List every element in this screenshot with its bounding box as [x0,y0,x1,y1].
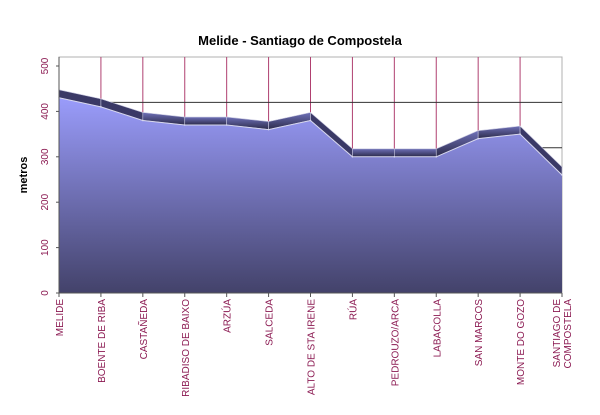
data-point [435,156,438,158]
x-tick-label: SANTIAGO DE [552,299,563,368]
x-tick-label: SALCEDA [265,299,276,346]
y-tick-label: 300 [40,148,51,165]
data-point [142,119,144,122]
x-tick-label: ALTO DE STA IRENE [307,299,318,395]
x-tick-label: RÚA [346,299,359,320]
area-top-band [352,148,395,158]
y-tick-label: 100 [40,239,51,256]
x-tick-label: ARZÚA [221,299,234,333]
data-point [561,174,563,176]
area-top-band [184,116,227,126]
y-tick-label: 200 [40,193,51,210]
data-point [351,156,354,158]
data-point [477,137,479,140]
x-tick-label: BOENTE DE RIBA [97,299,108,383]
data-point [309,119,312,122]
data-point [100,106,102,108]
x-tick-label: CASTAÑEDA [137,299,150,360]
data-point [267,128,270,131]
x-tick-label: MELIDE [55,299,66,337]
x-tick-label: COMPOSTELA [563,299,574,369]
y-tick-label: 0 [40,290,51,296]
x-tick-label: MONTE DO GOZO [516,299,527,385]
x-tick-label: RIBADISO DE BAIXO [181,299,192,397]
y-tick-label: 400 [40,103,51,120]
x-tick-label: LABACOLLA [432,299,443,358]
data-point [519,133,521,135]
chart-title: Melide - Santiago de Compostela [198,33,402,48]
y-tick-label: 500 [40,57,51,74]
data-point [393,156,396,158]
data-point [183,124,186,126]
area-top-band [394,148,437,158]
elevation-area [59,97,562,293]
data-point [225,124,228,126]
x-tick-label: PEDROUZO/ARCA [390,299,401,387]
y-axis-label: metros [18,157,30,194]
x-tick-label: SAN MARCOS [474,299,485,367]
